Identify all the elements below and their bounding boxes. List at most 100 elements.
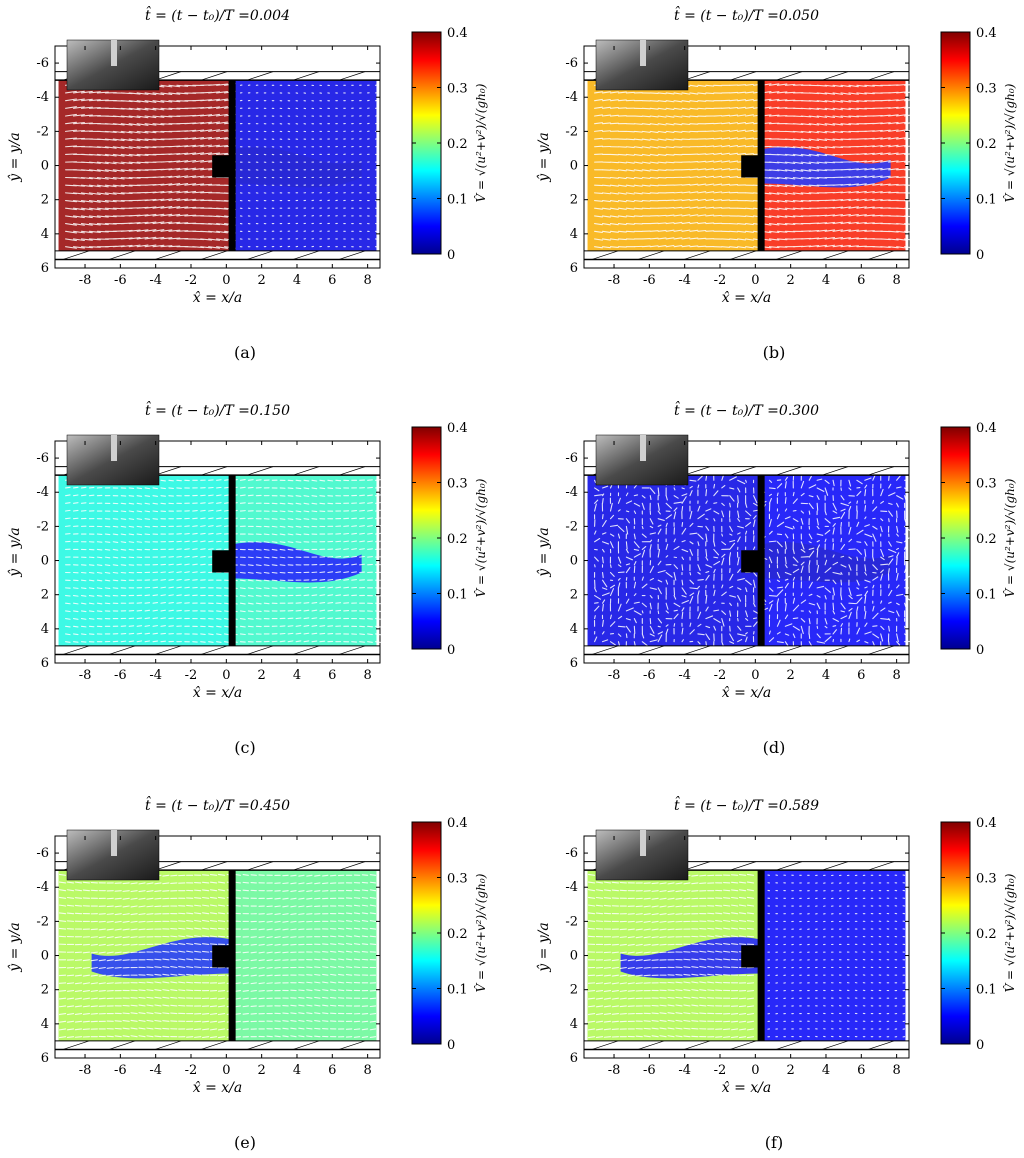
velocity-vector (880, 607, 886, 612)
velocity-vector (104, 541, 111, 543)
velocity-vector (673, 564, 679, 570)
velocity-vector (800, 115, 812, 118)
x-axis-label: x̂ = x/a (722, 290, 772, 306)
velocity-vector (282, 936, 289, 939)
velocity-vector (144, 130, 157, 134)
velocity-vector (329, 874, 337, 877)
velocity-vector (808, 484, 817, 489)
velocity-vector (713, 618, 721, 624)
velocity-vector (721, 152, 731, 155)
velocity-vector (633, 618, 637, 624)
velocity-vector (705, 198, 715, 202)
velocity-vector (311, 602, 318, 604)
velocity-vector (768, 630, 771, 635)
velocity-vector (832, 561, 839, 566)
velocity-vector (617, 509, 621, 512)
channel-wall-hatch (200, 645, 228, 655)
velocity-vector (74, 974, 83, 977)
velocity-vector (290, 874, 297, 877)
velocity-vector (594, 230, 603, 233)
velocity-vector (697, 585, 700, 589)
velocity-vector (88, 161, 101, 164)
velocity-vector (745, 145, 754, 148)
velocity-vector (745, 479, 747, 483)
velocity-vector (776, 492, 779, 497)
velocity-vector (603, 997, 612, 1000)
velocity-vector (216, 207, 229, 210)
velocity-vector (98, 989, 106, 992)
velocity-vector (649, 153, 659, 157)
velocity-vector (114, 966, 122, 969)
channel-wall-hatch (108, 645, 136, 655)
velocity-vector (792, 564, 798, 566)
velocity-vector (295, 617, 302, 620)
velocity-vector (816, 641, 826, 644)
velocity-vector (784, 169, 796, 172)
velocity-vector (130, 936, 138, 938)
velocity-vector (617, 641, 621, 648)
velocity-vector (208, 230, 221, 234)
velocity-vector (625, 556, 633, 561)
channel-wall-hatch (200, 861, 228, 871)
velocity-vector (330, 973, 337, 976)
velocity-vector (729, 137, 739, 140)
channel-wall-hatch (200, 250, 228, 260)
velocity-vector (800, 169, 812, 172)
velocity-vector (170, 1004, 178, 1007)
velocity-vector (611, 989, 619, 993)
velocity-vector (665, 222, 675, 225)
velocity-vector (120, 176, 133, 180)
velocity-vector (768, 98, 780, 102)
velocity-vector (160, 245, 173, 248)
velocity-vector (888, 106, 899, 109)
velocity-vector (832, 92, 844, 95)
velocity-vector (104, 533, 111, 536)
velocity-vector (217, 873, 226, 876)
velocity-vector (880, 144, 891, 148)
velocity-vector (88, 602, 95, 605)
velocity-vector (65, 517, 71, 520)
velocity-vector (178, 989, 186, 992)
velocity-vector (721, 191, 731, 194)
velocity-vector (824, 153, 836, 156)
x-tick-label: 2 (258, 668, 266, 683)
velocity-vector (880, 246, 891, 248)
velocity-vector (840, 115, 852, 118)
velocity-vector (808, 581, 813, 589)
velocity-vector (784, 153, 796, 157)
velocity-vector (104, 199, 117, 203)
velocity-vector (792, 518, 799, 523)
velocity-vector (130, 920, 138, 923)
velocity-vector (713, 168, 723, 171)
velocity-vector (359, 502, 365, 504)
velocity-vector (896, 602, 900, 606)
velocity-vector (242, 874, 249, 876)
velocity-vector (904, 633, 907, 636)
velocity-vector (864, 571, 868, 576)
velocity-vector (595, 974, 604, 977)
velocity-vector (864, 206, 875, 209)
velocity-vector (768, 493, 772, 497)
velocity-vector (657, 560, 662, 566)
velocity-vector (633, 176, 643, 180)
velocity-vector (186, 950, 194, 953)
velocity-vector (152, 625, 159, 627)
velocity-vector (729, 160, 739, 163)
velocity-vector (274, 920, 281, 923)
velocity-vector (776, 521, 785, 527)
velocity-vector (239, 502, 246, 504)
velocity-vector (88, 107, 101, 109)
velocity-vector (74, 897, 83, 899)
velocity-vector (104, 579, 111, 582)
velocity-vector (705, 206, 715, 209)
velocity-vector (184, 190, 197, 194)
velocity-vector (208, 113, 221, 117)
velocity-vector (138, 996, 146, 999)
velocity-vector (721, 183, 731, 186)
velocity-vector (239, 486, 246, 489)
velocity-vector (609, 215, 619, 218)
velocity-vector (209, 874, 218, 876)
channel-wall-hatch (154, 250, 182, 260)
velocity-vector (617, 176, 627, 180)
velocity-vector (112, 571, 119, 574)
